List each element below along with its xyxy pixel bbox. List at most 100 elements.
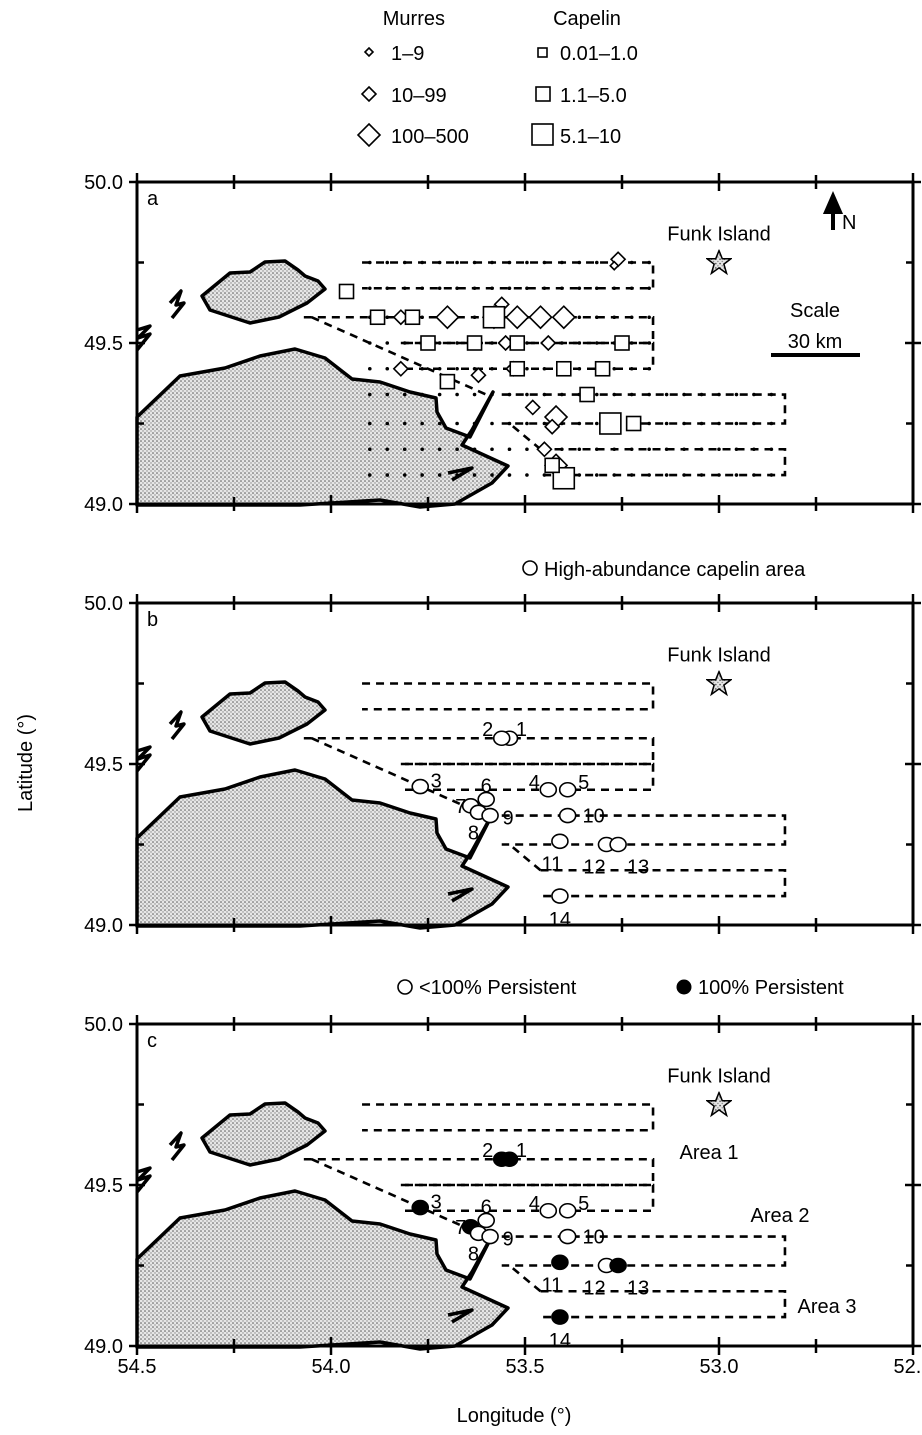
track-marker [368, 447, 372, 452]
panel-letter: a [147, 188, 159, 210]
track-marker [368, 260, 372, 265]
transect-connector [311, 1158, 487, 1238]
capelin-marker [404, 309, 421, 326]
northern-headland [200, 680, 327, 746]
transect-box [540, 1289, 787, 1319]
track-marker [507, 392, 512, 397]
funk-island-label: Funk Island [667, 1066, 770, 1088]
y-tick-label: 49.0 [84, 1336, 123, 1358]
track-marker [577, 315, 582, 320]
track-marker [699, 473, 704, 477]
track-marker [437, 366, 442, 371]
capelin-marker [439, 373, 456, 390]
transect-box [362, 1103, 655, 1132]
track-marker [699, 392, 704, 397]
track-marker [490, 260, 494, 265]
track-marker [507, 260, 512, 265]
track-marker [437, 341, 442, 345]
track-marker [385, 341, 390, 345]
capelin-marker [614, 335, 630, 351]
capelin-area-label: 14 [549, 1330, 571, 1352]
track-marker [542, 421, 547, 426]
bay-shore [447, 887, 474, 903]
murre-class-2: 10–99 [391, 85, 447, 107]
y-tick-label: 49.5 [84, 1175, 123, 1197]
track-marker [490, 366, 494, 371]
track-marker [472, 366, 477, 371]
transect-box [362, 261, 655, 290]
murre-marker [536, 441, 553, 458]
capelin-area-label: 2 [482, 719, 493, 741]
track-marker [699, 447, 704, 452]
open-circle-legend-symbol [397, 979, 413, 995]
track-marker [594, 341, 599, 345]
track-marker [455, 392, 459, 397]
track-marker [542, 260, 547, 265]
capelin-area-label: 7 [455, 796, 466, 818]
axis-ticks: 50.0 49.5 49.054.5 54.0 53.5 53.0 52.5 [84, 1014, 922, 1378]
funk-island-label: Funk Island [667, 645, 770, 667]
capelin-symbol-large [531, 123, 554, 146]
y-tick-label: 49.5 [84, 333, 123, 355]
track-marker [455, 366, 459, 371]
transect-box [501, 1235, 787, 1267]
track-marker [682, 473, 686, 477]
track-marker [612, 473, 617, 477]
y-axis-label: Latitude (°) [15, 714, 37, 812]
capelin-area-marker [477, 791, 496, 808]
coastline [135, 259, 510, 509]
track-marker [490, 473, 494, 477]
funk-island-star-icon [706, 249, 732, 275]
track-marker [525, 366, 529, 371]
funk-island-star-icon [706, 1091, 732, 1117]
axis-ticks: 50.0 49.5 49.0 [84, 172, 921, 516]
track-marker [472, 260, 477, 265]
track-marker [612, 392, 617, 397]
western-shore [135, 324, 152, 352]
track-marker [437, 447, 442, 452]
murre-class-1: 1–9 [391, 43, 424, 65]
track-marker [752, 473, 756, 477]
capelin-area-label: 11 [542, 1274, 563, 1296]
murre-class-3: 100–500 [391, 126, 469, 148]
murre-marker [470, 367, 487, 384]
transect-connector [508, 422, 542, 451]
capelin-marker [599, 412, 622, 435]
capelin-area-label: 9 [503, 808, 514, 830]
northern-headland [200, 1101, 327, 1167]
capelin-class-3: 5.1–10 [560, 126, 621, 148]
murre-marker [544, 418, 561, 435]
x-tick-label: 53.5 [506, 1356, 545, 1378]
track-marker [472, 421, 477, 426]
x-axis-label: Longitude (°) [457, 1405, 572, 1427]
track-marker [682, 421, 686, 426]
track-marker [647, 421, 651, 426]
newfoundland-landmass [135, 1189, 510, 1351]
track-marker [455, 447, 459, 452]
capelin-marker [579, 386, 595, 403]
capelin-area-label: 4 [529, 1193, 540, 1215]
track-marker [472, 392, 477, 397]
y-tick-label: 49.0 [84, 915, 123, 937]
track-marker [629, 392, 634, 397]
track-marker [385, 392, 390, 397]
capelin-area-label: 13 [627, 1278, 649, 1300]
track-marker [734, 392, 739, 397]
track-marker [629, 286, 634, 291]
scale-value: 30 km [788, 331, 842, 353]
small-island [168, 1131, 186, 1162]
track-marker [420, 421, 424, 426]
y-tick-label: 49.5 [84, 754, 123, 776]
capelin-area-marker [539, 781, 558, 798]
newfoundland-landmass [135, 768, 510, 930]
small-island [168, 289, 186, 320]
capelin-area-label: 2 [482, 1140, 493, 1162]
capelin-area-marker [477, 1212, 496, 1229]
track-marker [769, 392, 774, 397]
track-marker [437, 473, 442, 477]
track-marker [490, 421, 494, 426]
track-marker [420, 447, 424, 452]
murre-symbol-medium [360, 85, 378, 103]
transect-boxes [303, 682, 787, 898]
capelin-class-2: 1.1–5.0 [560, 85, 627, 107]
